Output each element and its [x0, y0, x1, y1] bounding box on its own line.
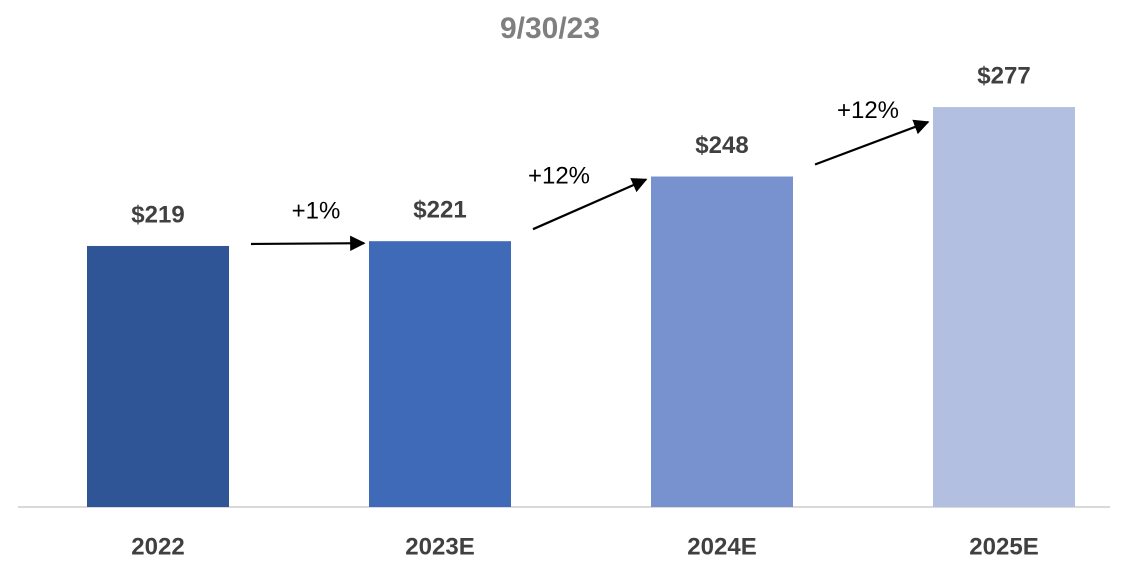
x-tick-label: 2022: [131, 533, 184, 560]
value-label: $277: [977, 62, 1030, 89]
bar: [87, 245, 229, 507]
x-tick-label: 2024E: [687, 533, 756, 560]
value-label: $248: [695, 132, 748, 159]
bar: [651, 176, 793, 508]
growth-arrow: [814, 119, 930, 166]
growth-label: +12%: [837, 97, 899, 124]
bar: [933, 107, 1075, 507]
growth-arrow: [532, 178, 648, 231]
chart-title: 9/30/23: [500, 12, 600, 45]
bar: [369, 241, 511, 507]
growth-label: +1%: [292, 197, 341, 224]
value-label: $219: [131, 201, 184, 228]
x-tick-label: 2025E: [969, 533, 1038, 560]
growth-label: +12%: [528, 163, 590, 190]
x-tick-label: 2023E: [405, 533, 474, 560]
value-label: $221: [413, 197, 466, 224]
growth-arrow: [250, 235, 366, 251]
